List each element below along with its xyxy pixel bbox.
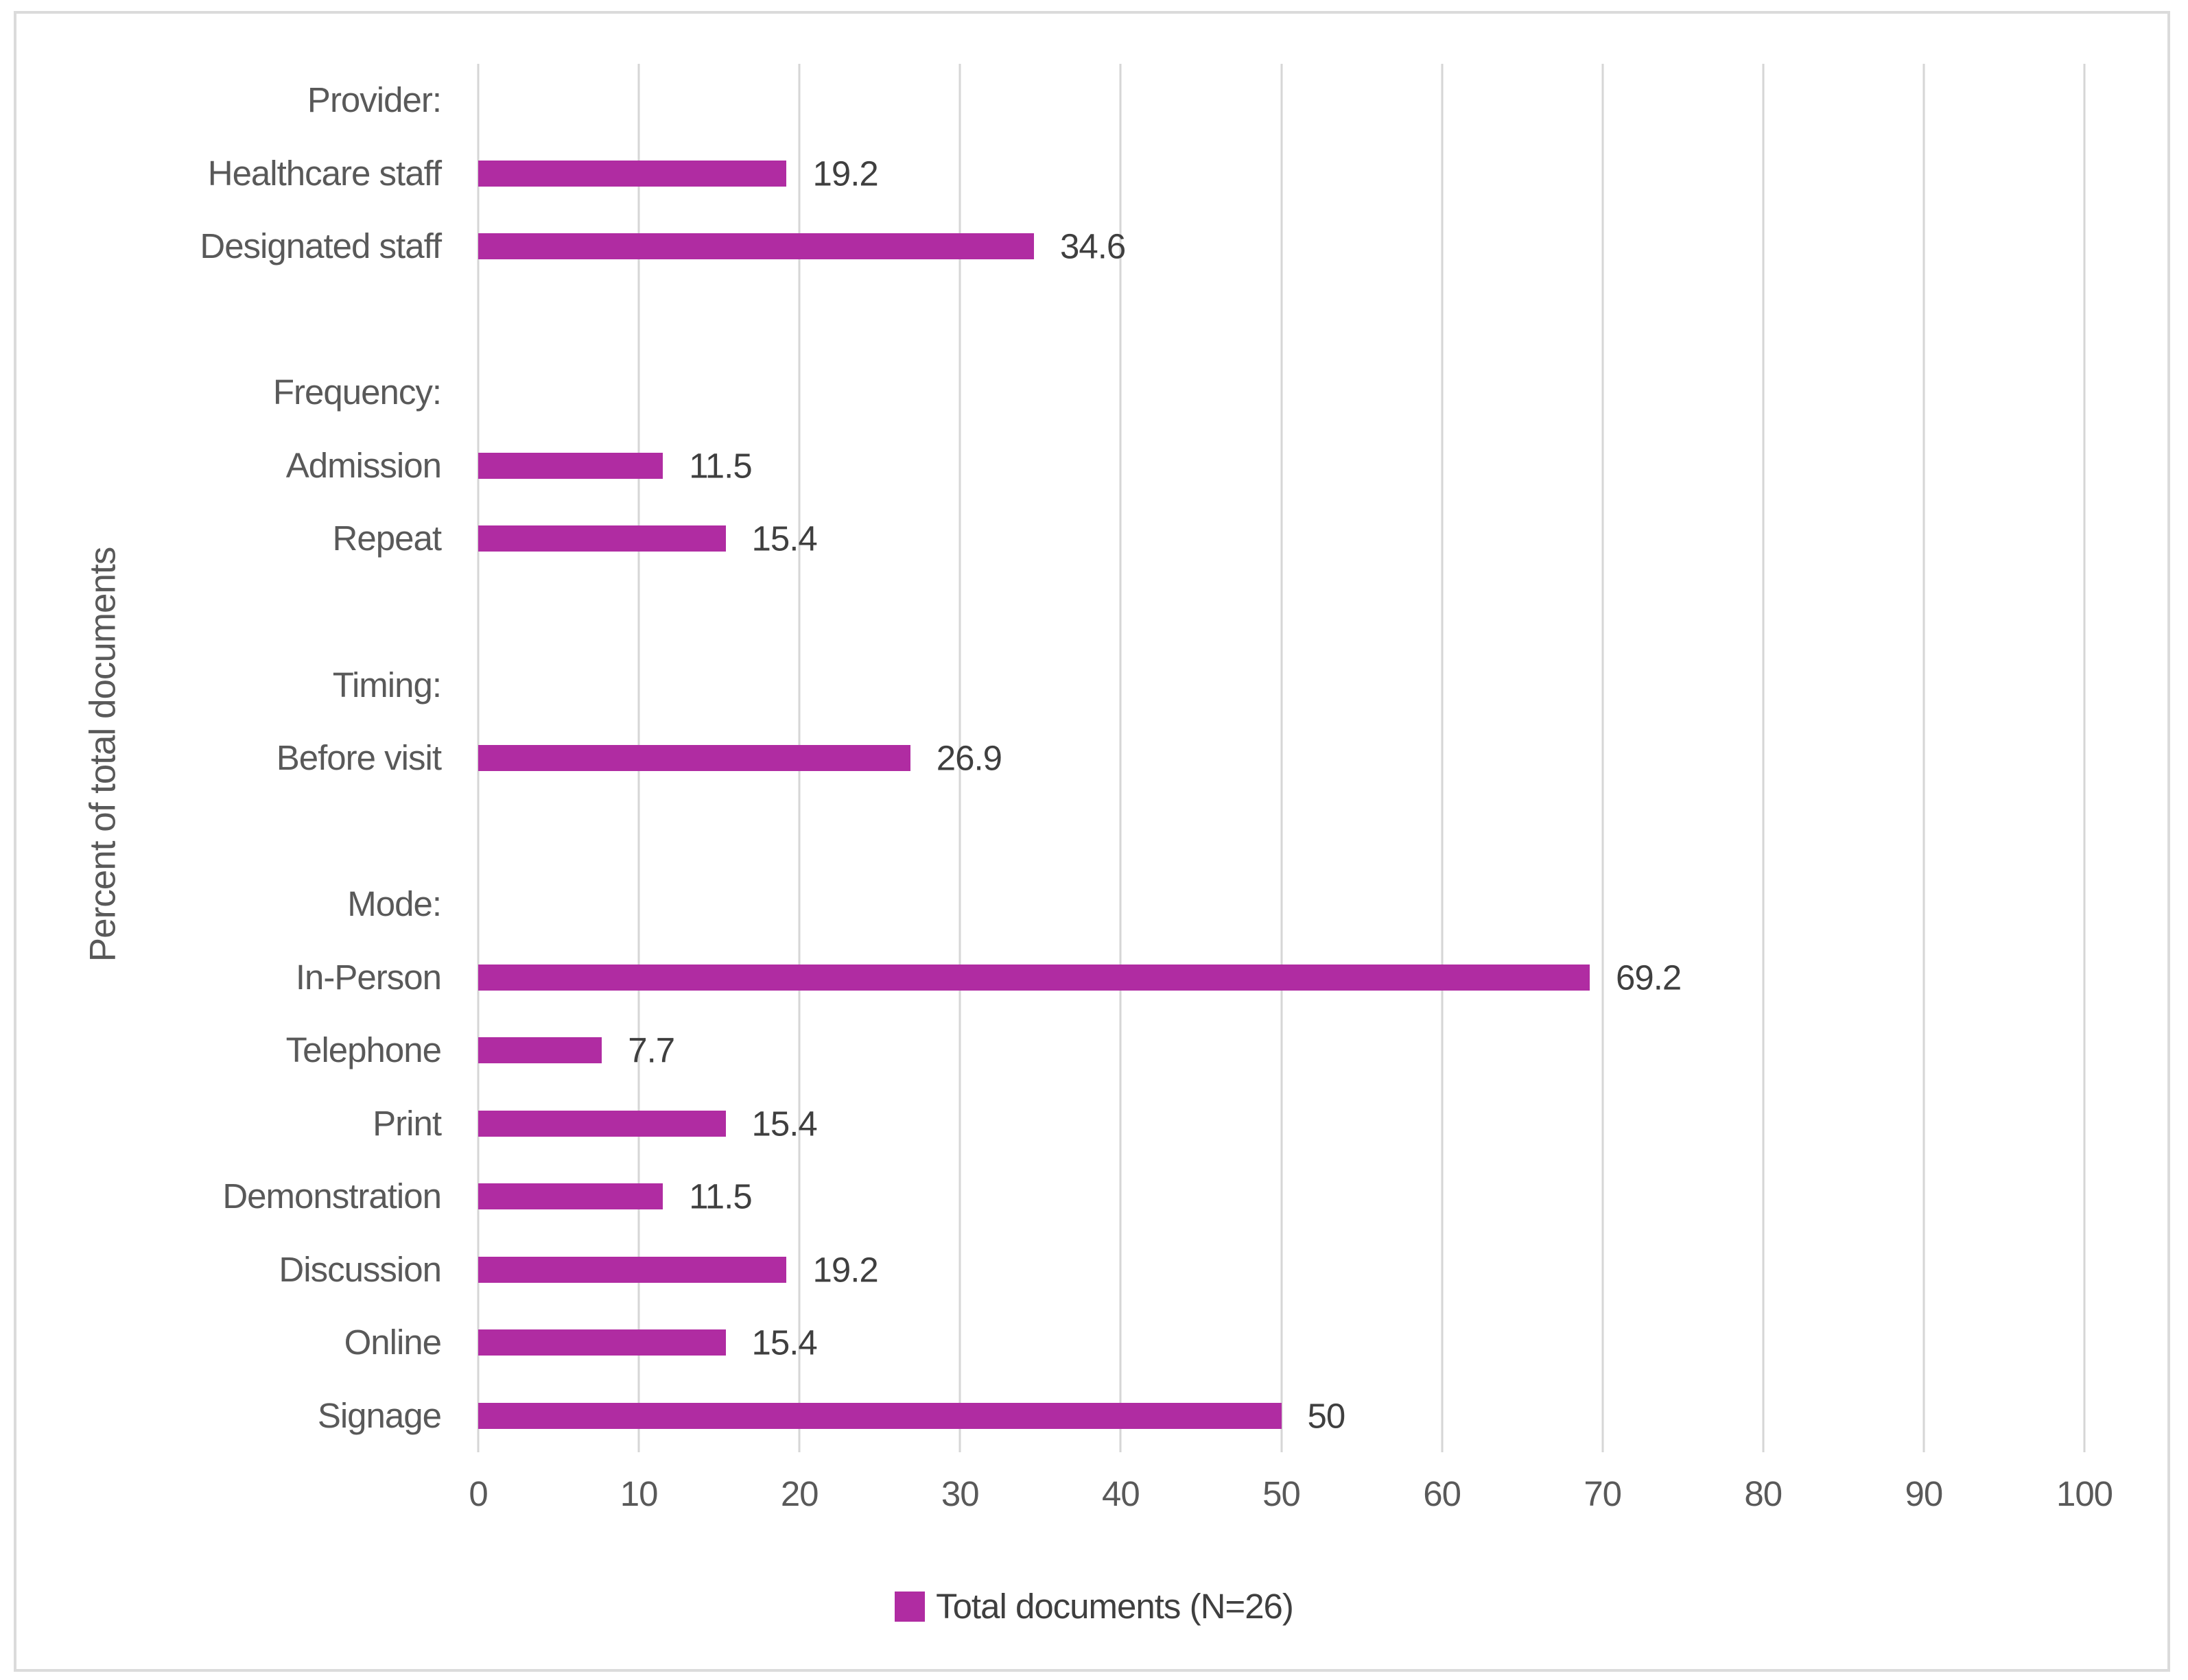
chart-rows: Provider: Healthcare staff 19.2 Designated … (200, 64, 2084, 1453)
bar-in-person (478, 964, 1590, 991)
category-label-discussion: Discussion (279, 1249, 442, 1289)
chart-row-online: Online 15.4 (344, 1306, 2084, 1380)
bar-signage (478, 1402, 1282, 1429)
group-header-row-provider: Provider: (307, 64, 2084, 137)
category-label-before-visit: Before visit (276, 738, 442, 777)
bar-healthcare-staff (478, 160, 787, 187)
chart-row-healthcare-staff: Healthcare staff 19.2 (208, 137, 2084, 211)
group-header-label-frequency: Frequency: (272, 372, 442, 412)
gridline-100 (2083, 64, 2086, 1452)
category-label-demonstration: Demonstration (222, 1176, 442, 1216)
legend-label: Total documents (N=26) (936, 1587, 1294, 1626)
legend: Total documents (N=26) (0, 1586, 2188, 1626)
category-label-telephone: Telephone (285, 1030, 442, 1070)
gridline-40 (1119, 64, 1122, 1452)
value-label-before-visit: 26.9 (936, 738, 1002, 778)
chart-row-before-visit: Before visit 26.9 (277, 722, 2084, 795)
value-label-telephone: 7.7 (628, 1030, 675, 1070)
x-tick-label-90: 90 (1905, 1474, 1944, 1513)
x-tick-label-10: 10 (620, 1474, 659, 1513)
category-label-designated-staff: Designated staff (200, 226, 442, 266)
value-label-online: 15.4 (751, 1323, 818, 1362)
gridline-30 (958, 64, 961, 1452)
value-label-signage: 50 (1307, 1396, 1346, 1436)
y-axis-title: Percent of total documents (82, 547, 123, 962)
spacer-row (478, 283, 2084, 357)
group-header-label-timing: Timing: (332, 665, 442, 705)
bar-before-visit (478, 745, 910, 772)
bar-admission (478, 452, 663, 479)
value-label-print: 15.4 (751, 1104, 818, 1144)
bar-telephone (478, 1037, 602, 1064)
group-header-row-timing: Timing: (333, 648, 2084, 722)
plot-area: Provider: Healthcare staff 19.2 Designated … (200, 64, 2086, 1453)
value-label-designated-staff: 34.6 (1059, 226, 1126, 266)
category-label-print: Print (373, 1103, 442, 1143)
x-tick-label-100: 100 (2056, 1474, 2113, 1513)
chart-row-telephone: Telephone 7.7 (286, 1014, 2084, 1087)
chart-row-print: Print 15.4 (373, 1087, 2084, 1160)
value-label-discussion: 19.2 (812, 1250, 878, 1290)
x-tick-label-0: 0 (469, 1474, 488, 1513)
value-label-in-person: 69.2 (1615, 958, 1682, 997)
x-tick-label-40: 40 (1102, 1474, 1140, 1513)
gridline-80 (1762, 64, 1765, 1452)
gridline-60 (1441, 64, 1444, 1452)
spacer-row (478, 576, 2084, 649)
value-label-healthcare-staff: 19.2 (812, 154, 878, 193)
x-tick-label-30: 30 (941, 1474, 980, 1513)
gridline-90 (1922, 64, 1925, 1452)
value-label-demonstration: 11.5 (689, 1176, 752, 1216)
value-label-admission: 11.5 (689, 446, 752, 486)
x-tick-label-70: 70 (1584, 1474, 1622, 1513)
group-header-row-frequency: Frequency: (273, 356, 2084, 429)
category-label-online: Online (344, 1323, 442, 1362)
value-label-repeat: 15.4 (751, 519, 818, 558)
chart-row-repeat: Repeat 15.4 (333, 502, 2084, 576)
x-tick-label-60: 60 (1423, 1474, 1461, 1513)
chart-row-demonstration: Demonstration 11.5 (222, 1160, 2084, 1233)
category-label-admission: Admission (285, 445, 442, 485)
bar-designated-staff (478, 233, 1034, 260)
x-tick-label-20: 20 (780, 1474, 819, 1513)
chart-row-in-person: In-Person 69.2 (296, 940, 2084, 1014)
group-header-label-provider: Provider: (307, 80, 442, 120)
bar-print (478, 1110, 726, 1137)
x-tick-label-50: 50 (1262, 1474, 1301, 1513)
group-header-label-mode: Mode: (347, 884, 442, 924)
chart-row-admission: Admission 11.5 (286, 429, 2084, 503)
chart-row-signage: Signage 50 (318, 1380, 2084, 1453)
chart-row-discussion: Discussion 19.2 (279, 1233, 2084, 1307)
chart-row-designated-staff: Designated staff 34.6 (200, 210, 2084, 283)
bar-demonstration (478, 1183, 663, 1210)
category-label-signage: Signage (317, 1395, 442, 1435)
group-header-row-mode: Mode: (347, 868, 2084, 941)
category-label-in-person: In-Person (295, 957, 442, 997)
gridline-70 (1601, 64, 1604, 1452)
gridline-50 (1280, 64, 1282, 1452)
category-label-healthcare-staff: Healthcare staff (207, 153, 442, 193)
bar-discussion (478, 1256, 787, 1283)
x-tick-label-80: 80 (1744, 1474, 1783, 1513)
spacer-row (478, 794, 2084, 868)
legend-swatch (895, 1591, 926, 1622)
x-axis: 0 10 20 30 40 50 60 70 80 90 100 (469, 1474, 2113, 1522)
category-label-repeat: Repeat (332, 519, 442, 558)
bar-online (478, 1329, 726, 1356)
bar-repeat (478, 525, 726, 552)
